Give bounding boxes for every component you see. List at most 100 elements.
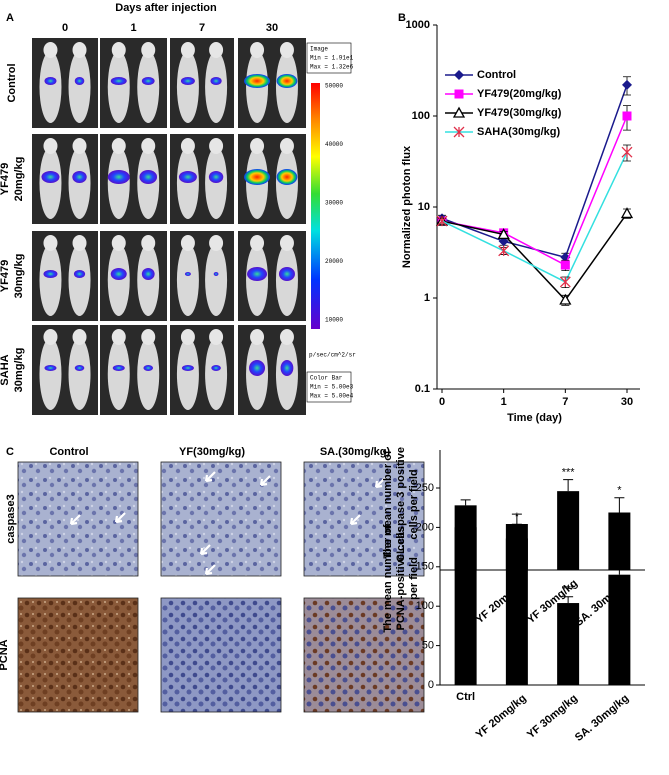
signal bbox=[72, 171, 87, 183]
y-tick-label: 200 bbox=[416, 521, 434, 533]
y-axis-label: CL.caspase 3 positive bbox=[395, 447, 407, 562]
row-label: 30mg/kg bbox=[13, 348, 25, 393]
panel-label: C bbox=[6, 446, 14, 458]
error-bar bbox=[614, 497, 625, 513]
signal bbox=[44, 365, 57, 371]
row-label: caspase3 bbox=[5, 494, 17, 544]
mouse-head bbox=[180, 42, 195, 58]
mouse-head bbox=[43, 235, 58, 251]
signal bbox=[210, 77, 222, 85]
significance: *** bbox=[562, 584, 576, 596]
legend-label: YF479(30mg/kg) bbox=[477, 107, 562, 119]
mouse-head bbox=[279, 138, 294, 154]
signal bbox=[276, 169, 298, 185]
mouse bbox=[205, 338, 228, 410]
tissue-image bbox=[160, 597, 282, 713]
y-tick-label: 100 bbox=[416, 600, 434, 612]
signal bbox=[41, 171, 60, 183]
y-tick-label: 150 bbox=[416, 561, 434, 573]
row-label: YF479 bbox=[0, 260, 11, 292]
panel-label: A bbox=[6, 12, 14, 24]
mouse-head bbox=[111, 235, 126, 251]
colorbar-tick: 40000 bbox=[325, 141, 343, 148]
y-tick-label: 10 bbox=[418, 201, 430, 213]
y-tick-label: 1 bbox=[424, 292, 430, 304]
arrow bbox=[114, 512, 126, 524]
column-label: 0 bbox=[62, 22, 68, 34]
mouse-head bbox=[209, 235, 224, 251]
mouse-head bbox=[180, 329, 195, 345]
signal bbox=[184, 272, 191, 276]
arrow bbox=[284, 562, 296, 574]
y-tick-label: 50 bbox=[422, 640, 434, 652]
signal bbox=[213, 272, 219, 276]
row-label: 30mg/kg bbox=[13, 254, 25, 299]
error-bar bbox=[563, 596, 574, 604]
signal bbox=[247, 267, 268, 281]
legend-label: Control bbox=[477, 69, 516, 81]
marker bbox=[452, 106, 466, 118]
mouse-head bbox=[180, 138, 195, 154]
legend-label: YF479(20mg/kg) bbox=[477, 88, 562, 100]
bar bbox=[505, 538, 528, 685]
column-label: YF(30mg/kg) bbox=[179, 446, 245, 458]
marker bbox=[436, 215, 448, 227]
significance: * bbox=[617, 485, 622, 497]
mouse-head bbox=[72, 138, 87, 154]
signal bbox=[278, 267, 295, 281]
error-bar bbox=[511, 513, 522, 524]
mouse-head bbox=[141, 235, 156, 251]
y-tick-label: 0 bbox=[428, 679, 434, 691]
mouse bbox=[137, 338, 160, 410]
mouse-head bbox=[209, 42, 224, 58]
info-text: Max = 1.32e6 bbox=[310, 64, 354, 71]
mouse bbox=[107, 51, 130, 123]
marker bbox=[454, 70, 464, 80]
mouse-head bbox=[279, 329, 294, 345]
signal bbox=[244, 169, 271, 185]
y-axis-label: The mean number of bbox=[382, 524, 394, 633]
row-label: PCNA bbox=[0, 639, 10, 670]
mouse bbox=[68, 51, 91, 123]
mouse bbox=[39, 338, 62, 410]
signal bbox=[244, 74, 271, 88]
mouse bbox=[68, 244, 91, 316]
arrow bbox=[204, 471, 216, 483]
marker bbox=[622, 79, 632, 90]
x-tick-label: 0 bbox=[439, 396, 445, 408]
x-axis-label: Time (day) bbox=[507, 412, 562, 424]
signal bbox=[208, 171, 224, 183]
signal bbox=[180, 77, 195, 85]
mouse-head bbox=[111, 329, 126, 345]
signal bbox=[280, 360, 294, 376]
signal bbox=[141, 77, 155, 85]
arrow bbox=[69, 514, 81, 526]
arrow bbox=[199, 544, 211, 556]
mouse bbox=[176, 51, 199, 123]
mouse-head bbox=[72, 329, 87, 345]
y-axis-label: per field bbox=[408, 557, 420, 600]
signal bbox=[74, 77, 85, 85]
mouse-head bbox=[72, 42, 87, 58]
x-tick-label: Ctrl bbox=[456, 691, 475, 703]
error-bar bbox=[614, 567, 625, 575]
mouse-head bbox=[250, 329, 265, 345]
mouse-head bbox=[250, 42, 265, 58]
bar bbox=[454, 505, 477, 685]
arrow bbox=[204, 564, 216, 576]
error-bar bbox=[563, 479, 574, 492]
marker bbox=[497, 228, 510, 240]
mouse bbox=[205, 51, 228, 123]
mouse bbox=[107, 244, 130, 316]
bar bbox=[557, 603, 580, 685]
series-line bbox=[441, 151, 628, 283]
mouse-head bbox=[111, 42, 126, 58]
signal bbox=[249, 360, 266, 376]
colorbar-unit: p/sec/cm^2/sr bbox=[309, 352, 356, 359]
series-line bbox=[441, 212, 628, 302]
y-tick-label: 100 bbox=[412, 110, 430, 122]
marker bbox=[498, 245, 510, 257]
signal bbox=[110, 268, 127, 280]
color-bar bbox=[311, 83, 320, 329]
